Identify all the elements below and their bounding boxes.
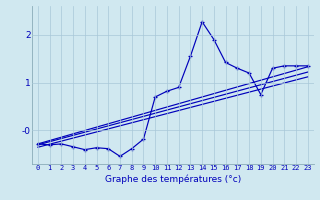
X-axis label: Graphe des températures (°c): Graphe des températures (°c): [105, 174, 241, 184]
